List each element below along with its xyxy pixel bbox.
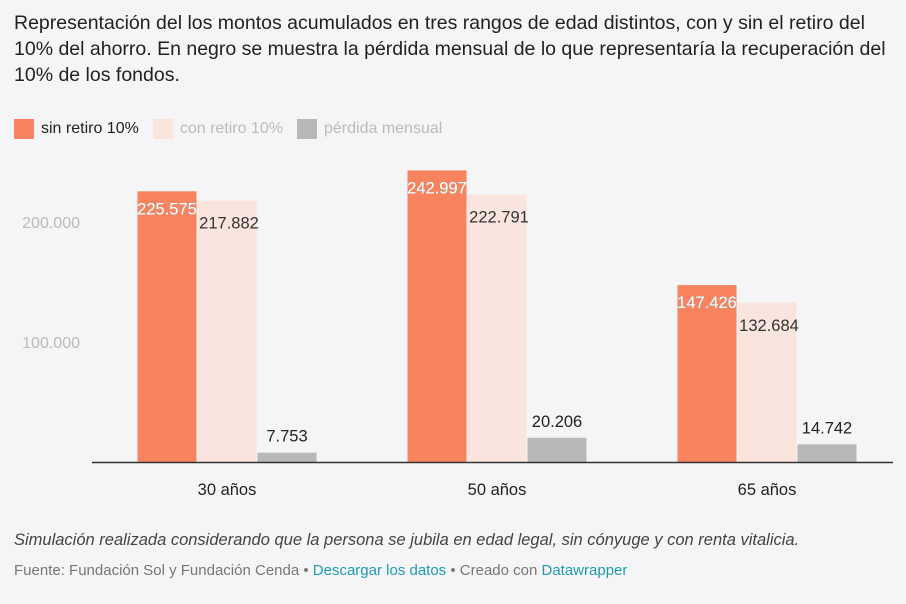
legend-item-perdida-mensual: pérdida mensual [297, 119, 442, 139]
bar-2-2 [797, 444, 857, 462]
bar-1-2 [737, 302, 797, 462]
legend-swatch-con-retiro [152, 119, 173, 139]
data-label-1-0: 217.882 [199, 215, 259, 233]
data-label-0-1: 242.997 [407, 179, 467, 197]
legend-label-sin-retiro: sin retiro 10% [41, 120, 139, 137]
chart-note: Simulación realizada considerando que la… [14, 531, 800, 549]
data-label-1-1: 222.791 [469, 209, 529, 227]
bar-2-0 [257, 452, 317, 462]
source-text: Fuente: Fundación Sol y Fundación Cenda … [14, 562, 313, 579]
data-label-2-2: 14.742 [802, 419, 852, 437]
bar-0-2 [677, 285, 737, 462]
data-label-0-2: 147.426 [677, 294, 737, 312]
legend-label-con-retiro: con retiro 10% [179, 120, 283, 137]
legend: sin retiro 10% con retiro 10% pérdida me… [14, 118, 456, 140]
created-with-text: • Creado con [446, 562, 542, 579]
legend-item-sin-retiro: sin retiro 10% [14, 119, 139, 139]
data-label-0-0: 225.575 [137, 200, 197, 218]
x-category-label: 50 años [468, 481, 527, 499]
datawrapper-link[interactable]: Datawrapper [541, 562, 628, 579]
chart-title: Representación del los montos acumulados… [14, 12, 886, 86]
bar-0-1 [407, 170, 467, 462]
legend-item-con-retiro: con retiro 10% [152, 119, 283, 139]
legend-label-perdida-mensual: pérdida mensual [324, 120, 443, 137]
data-label-2-0: 7.753 [266, 428, 307, 446]
data-label-2-1: 20.206 [532, 413, 582, 431]
legend-swatch-perdida-mensual [297, 119, 317, 139]
y-tick-label: 200.000 [22, 215, 80, 232]
download-data-link[interactable]: Descargar los datos [312, 562, 447, 579]
bar-1-0 [197, 200, 257, 462]
x-category-label: 65 años [738, 481, 797, 499]
data-label-1-2: 132.684 [739, 317, 799, 335]
legend-swatch-sin-retiro [14, 119, 34, 139]
y-tick-label: 100.000 [22, 335, 80, 352]
source-line: Fuente: Fundación Sol y Fundación Cenda … [14, 562, 627, 579]
bar-0-0 [137, 191, 197, 462]
x-category-label: 30 años [198, 481, 257, 499]
bar-2-1 [527, 437, 587, 462]
bar-1-1 [467, 194, 527, 462]
